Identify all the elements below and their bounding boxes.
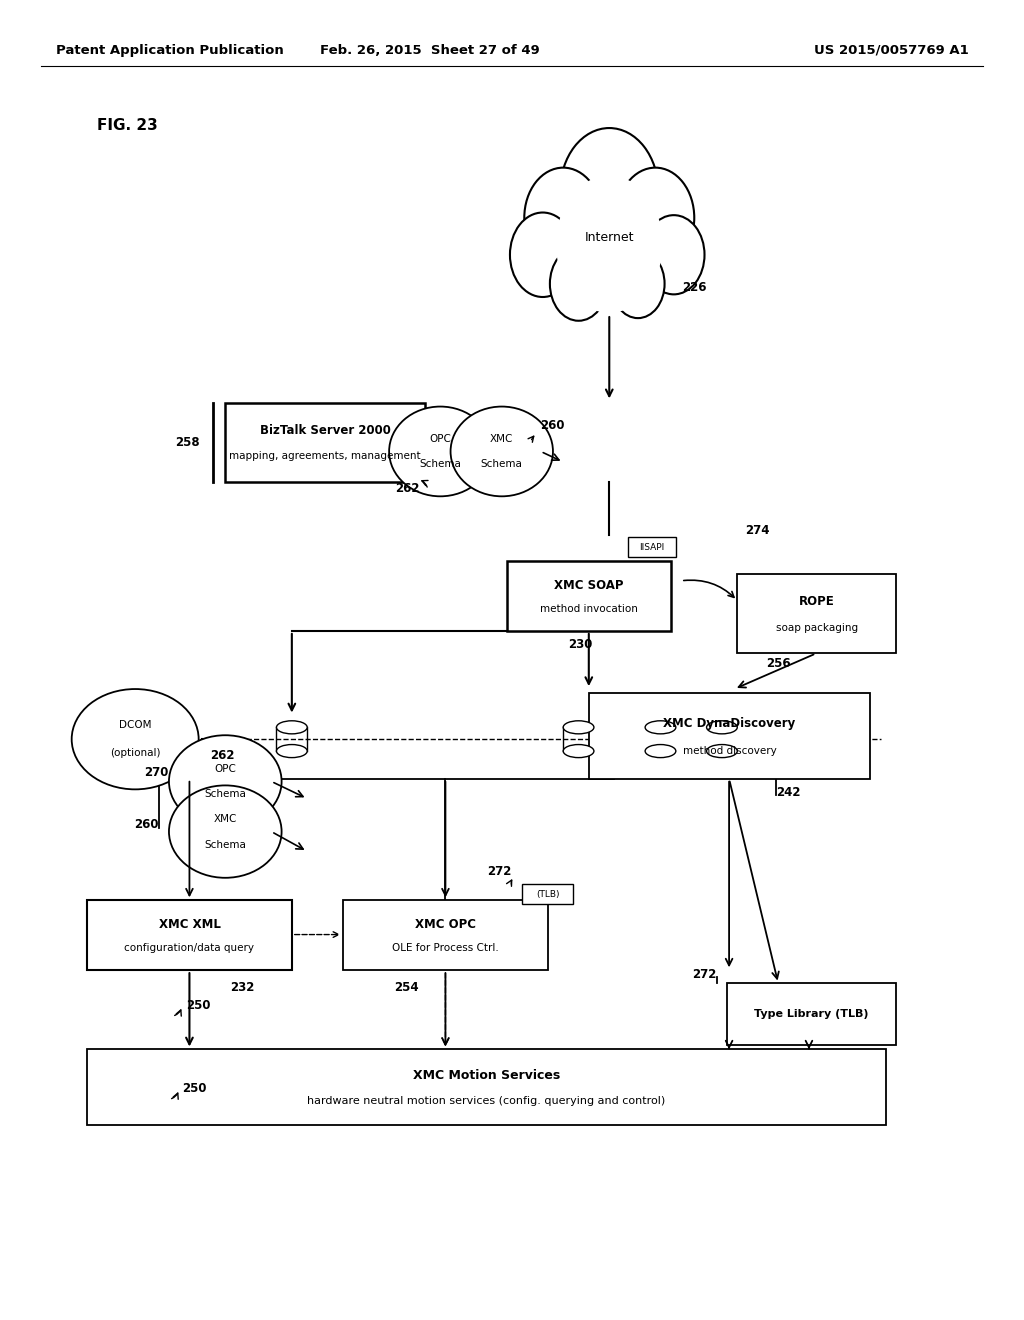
Text: BizTalk Server 2000: BizTalk Server 2000 [260,424,390,437]
FancyBboxPatch shape [522,884,573,904]
Circle shape [550,247,607,321]
Circle shape [510,213,575,297]
Text: Patent Application Publication: Patent Application Publication [56,44,284,57]
Text: XMC SOAP: XMC SOAP [554,579,624,591]
Text: XMC: XMC [214,813,237,824]
FancyBboxPatch shape [727,983,896,1045]
Ellipse shape [563,744,594,758]
Text: OPC: OPC [429,434,452,444]
Text: OPC: OPC [214,763,237,774]
Text: mapping, agreements, management: mapping, agreements, management [229,451,421,462]
Circle shape [611,249,665,318]
Text: configuration/data query: configuration/data query [125,942,254,953]
Ellipse shape [276,721,307,734]
Text: 230: 230 [568,638,593,651]
Ellipse shape [169,735,282,828]
FancyBboxPatch shape [343,900,548,970]
Text: 232: 232 [230,981,255,994]
Ellipse shape [707,721,737,734]
Ellipse shape [563,721,594,734]
Text: method discovery: method discovery [683,746,776,756]
Text: XMC OPC: XMC OPC [415,919,476,931]
Text: Internet: Internet [585,231,634,244]
Text: XMC DynaDiscovery: XMC DynaDiscovery [664,717,796,730]
Text: (TLB): (TLB) [537,890,559,899]
Text: 272: 272 [487,865,512,878]
Text: (optional): (optional) [110,748,161,758]
Ellipse shape [276,744,307,758]
Text: XMC XML: XMC XML [159,919,220,931]
Text: Feb. 26, 2015  Sheet 27 of 49: Feb. 26, 2015 Sheet 27 of 49 [321,44,540,57]
Ellipse shape [645,721,676,734]
Ellipse shape [389,407,492,496]
FancyBboxPatch shape [589,693,870,779]
Text: OLE for Process Ctrl.: OLE for Process Ctrl. [392,942,499,953]
Text: Schema: Schema [481,459,522,469]
Circle shape [560,128,658,255]
Text: 250: 250 [186,999,211,1012]
FancyBboxPatch shape [87,1049,886,1125]
Text: 270: 270 [144,766,169,779]
Text: 254: 254 [394,981,419,994]
FancyBboxPatch shape [628,537,676,557]
Text: hardware neutral motion services (config. querying and control): hardware neutral motion services (config… [307,1096,666,1106]
Ellipse shape [707,744,737,758]
Text: 242: 242 [776,785,801,799]
Text: IISAPI: IISAPI [639,544,664,552]
Text: 226: 226 [682,281,707,294]
Text: XMC: XMC [490,434,513,444]
Circle shape [556,176,663,313]
Text: 272: 272 [692,968,717,981]
Text: Schema: Schema [205,840,246,850]
Text: 258: 258 [175,436,200,449]
FancyBboxPatch shape [225,403,425,482]
Text: ROPE: ROPE [799,595,835,609]
Circle shape [643,215,705,294]
FancyBboxPatch shape [737,574,896,653]
Text: Schema: Schema [205,789,246,800]
Circle shape [524,168,602,268]
Text: 262: 262 [210,748,234,762]
FancyBboxPatch shape [507,561,671,631]
Text: 274: 274 [745,524,770,537]
Text: soap packaging: soap packaging [775,623,858,634]
Text: FIG. 23: FIG. 23 [97,117,158,133]
Text: XMC Motion Services: XMC Motion Services [413,1069,560,1082]
Ellipse shape [169,785,282,878]
Text: Schema: Schema [420,459,461,469]
FancyBboxPatch shape [87,900,292,970]
Circle shape [616,168,694,268]
Ellipse shape [72,689,199,789]
Ellipse shape [645,744,676,758]
Text: method invocation: method invocation [540,603,638,614]
Text: 250: 250 [182,1082,207,1096]
Text: Type Library (TLB): Type Library (TLB) [755,1010,868,1019]
Text: DCOM: DCOM [119,721,152,730]
Text: 260: 260 [540,418,564,432]
Text: 262: 262 [395,482,420,495]
Text: US 2015/0057769 A1: US 2015/0057769 A1 [813,44,969,57]
Ellipse shape [451,407,553,496]
Text: 256: 256 [766,657,791,671]
Text: 260: 260 [134,818,159,832]
